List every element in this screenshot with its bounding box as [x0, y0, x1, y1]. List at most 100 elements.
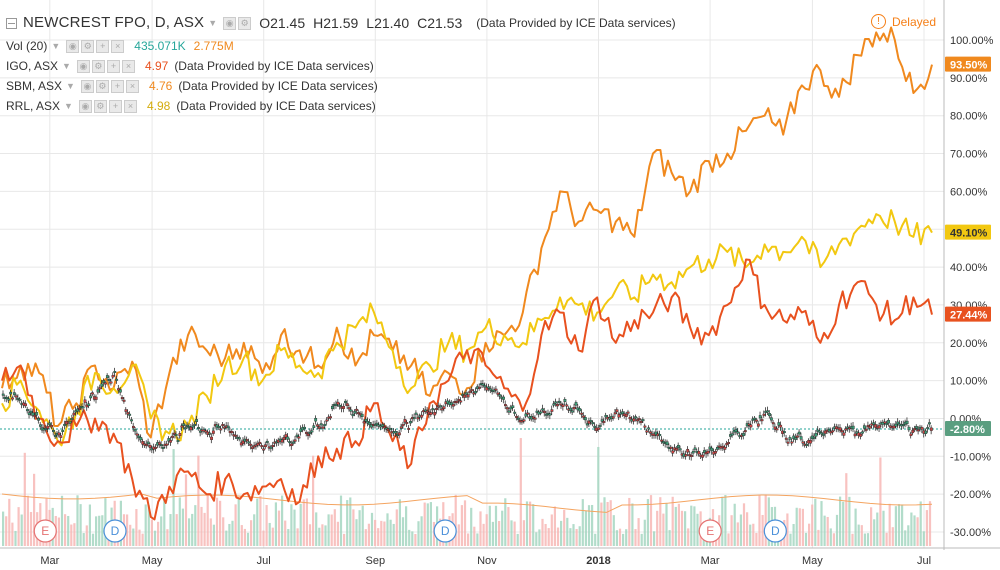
volume-bar [730, 515, 733, 546]
candle-body [924, 430, 928, 434]
time-axis[interactable]: Mar May Jul Sep Nov 2018 Mar May Jul [0, 547, 1000, 567]
close-icon[interactable]: × [121, 59, 135, 73]
volume-bar [739, 514, 742, 546]
candle-body [360, 413, 364, 418]
candle-body [14, 395, 18, 398]
gear-icon[interactable]: ⚙ [95, 79, 109, 93]
earnings-marker[interactable]: E [698, 519, 722, 543]
compare-symbol[interactable]: RRL, ASX [6, 99, 61, 113]
close-icon[interactable]: × [125, 79, 139, 93]
candle-body [734, 429, 738, 432]
volume-bar [671, 496, 674, 546]
compare-symbol[interactable]: IGO, ASX [6, 59, 59, 73]
price-axis[interactable]: 100.00%90.00%80.00%70.00%60.00%50.00%40.… [943, 0, 994, 550]
marker-circle [763, 519, 787, 543]
candle-body [461, 393, 465, 396]
candle-body [730, 433, 734, 436]
plus-icon[interactable]: + [108, 99, 122, 113]
candle-body [338, 404, 342, 407]
volume-bar [724, 495, 727, 546]
candle-body [548, 413, 552, 416]
candle-body [113, 371, 117, 373]
volume-bar [733, 503, 736, 546]
plus-icon[interactable]: + [96, 39, 110, 53]
dividend-marker[interactable]: D [103, 519, 127, 543]
time-tick-label: May [802, 555, 823, 567]
candle-body [773, 426, 777, 430]
gear-icon[interactable]: ⚙ [93, 99, 107, 113]
candle-body [489, 388, 492, 391]
chevron-down-icon[interactable]: ▼ [51, 41, 61, 51]
volume-label[interactable]: Vol (20) [6, 39, 48, 53]
candle-body [416, 417, 420, 420]
plus-icon[interactable]: + [110, 79, 124, 93]
candle-body [628, 417, 632, 420]
candle-body [104, 382, 107, 385]
candle-body [72, 412, 76, 416]
chevron-down-icon[interactable]: ▼ [64, 101, 73, 111]
volume-bar [33, 473, 36, 546]
candle-body [913, 428, 917, 431]
candle-body [68, 421, 72, 424]
dividend-marker[interactable]: D [433, 519, 457, 543]
candle-body [180, 425, 184, 428]
collapse-legend-icon[interactable] [6, 17, 17, 29]
candle-body [210, 436, 213, 440]
volume-bar [749, 524, 752, 546]
eye-icon[interactable]: ◉ [78, 99, 92, 113]
volume-bar [566, 517, 569, 546]
plus-icon[interactable]: + [106, 59, 120, 73]
candle-body [105, 375, 109, 378]
marker-circle [433, 519, 457, 543]
volume-bar [625, 529, 628, 546]
volume-bar [755, 532, 758, 546]
volume-bar [346, 500, 349, 546]
price-tick-label: 80.00% [950, 111, 988, 123]
chevron-down-icon[interactable]: ▼ [66, 81, 75, 91]
chevron-down-icon[interactable]: ▼ [62, 61, 71, 71]
eye-icon[interactable]: ◉ [80, 79, 94, 93]
candle-body [362, 421, 366, 424]
candle-body [63, 423, 66, 426]
candle-body [477, 386, 481, 389]
compare-symbol[interactable]: SBM, ASX [6, 79, 63, 93]
candle-body [35, 412, 39, 416]
candle-body [502, 396, 505, 400]
candle-body [407, 427, 411, 430]
gear-icon[interactable]: ⚙ [91, 59, 105, 73]
eye-icon[interactable]: ◉ [66, 39, 80, 53]
delayed-status[interactable]: ! Delayed [870, 14, 936, 29]
volume-bar [20, 514, 23, 546]
candle-body [126, 412, 130, 415]
close-icon[interactable]: × [123, 99, 137, 113]
volume-bar [101, 515, 104, 546]
warning-icon: ! [870, 14, 886, 29]
candle-body [169, 440, 172, 443]
candle-body [524, 413, 528, 417]
candle-body [293, 439, 297, 442]
candle-body [693, 447, 697, 450]
volume-bar [315, 512, 318, 546]
close-icon[interactable]: × [111, 39, 125, 53]
last-value-text-igo: 27.44% [950, 310, 988, 322]
gear-icon[interactable]: ⚙ [238, 16, 252, 30]
candle-body [76, 408, 80, 412]
volume-bar [501, 510, 504, 546]
volume-bar [498, 520, 501, 546]
chevron-down-icon[interactable]: ▼ [208, 18, 218, 28]
volume-bar [516, 533, 519, 546]
main-symbol[interactable]: NEWCREST FPO, D, ASX [23, 14, 205, 31]
gear-icon[interactable]: ⚙ [81, 39, 95, 53]
marker-letter: E [706, 524, 714, 538]
volume-bar [132, 528, 135, 546]
earnings-marker[interactable]: E [33, 519, 57, 543]
eye-icon[interactable]: ◉ [223, 16, 237, 30]
eye-icon[interactable]: ◉ [76, 59, 90, 73]
volume-bar [637, 518, 640, 546]
candle-body [842, 432, 846, 436]
dividend-marker[interactable]: D [763, 519, 787, 543]
candle-body [905, 420, 909, 424]
candle-body [451, 404, 455, 407]
